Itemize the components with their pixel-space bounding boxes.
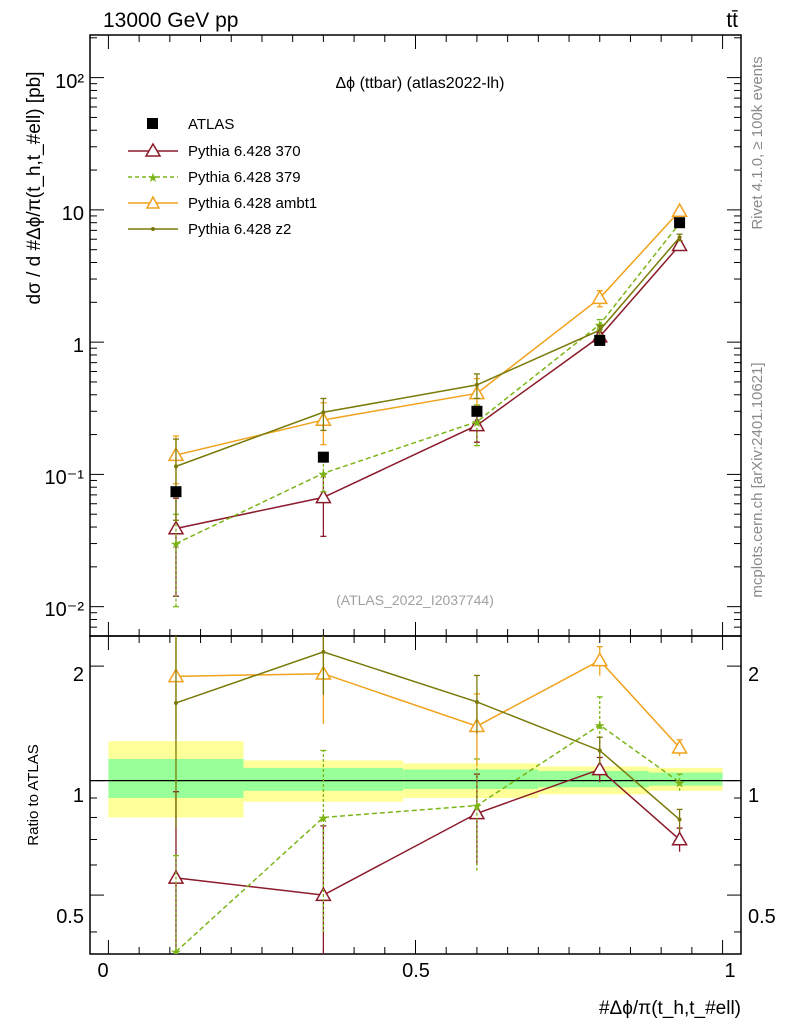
ratio-point-z2 — [677, 817, 682, 822]
legend-marker-379: ★ — [147, 170, 159, 185]
ratio-line-379 — [175, 724, 681, 953]
ratio-series-layer: ★ ★ ★ ★ ★ — [167, 636, 688, 960]
ratio-point-370 — [671, 831, 688, 846]
series-line-370 — [175, 244, 681, 530]
point-379: ★ — [594, 317, 606, 332]
ratio-point-379: ★ — [318, 810, 330, 825]
ratio-point-z2 — [597, 748, 602, 753]
ratio-tick-label-1-right: 1 — [748, 785, 759, 807]
point-370 — [671, 236, 688, 252]
point-z2 — [173, 464, 178, 469]
ratio-point-ambt1 — [591, 651, 609, 667]
ratio-bands — [90, 741, 741, 818]
ratio-point-370 — [591, 760, 609, 776]
main-panel: ★ ★ ★ ★ ★ 10² 10 1 10⁻¹ 10⁻² Δϕ (ttbar) (atl… — [24, 34, 742, 637]
point-z2 — [597, 328, 602, 333]
point-379: ★ — [170, 537, 182, 552]
main-y-ticks — [90, 35, 741, 637]
ratio-y-axis-label: Ratio to ATLAS — [25, 744, 42, 845]
legend: ATLAS Pythia 6.428 370 ★ Pythia 6.428 37… — [128, 116, 317, 238]
ratio-point-z2 — [474, 699, 479, 704]
ratio-band-inner — [648, 772, 723, 786]
legend-label-379: Pythia 6.428 379 — [188, 169, 301, 186]
ratio-point-379: ★ — [594, 718, 606, 733]
y-tick-label-0.1: 10⁻¹ — [45, 467, 85, 489]
ratio-tick-label-0.5-left: 0.5 — [56, 906, 84, 928]
legend-marker-z2 — [151, 227, 155, 231]
ratio-band-inner — [403, 769, 539, 790]
ratio-point-z2 — [173, 700, 178, 705]
legend-marker-ambt1 — [145, 195, 161, 209]
y-tick-label-0.01: 10⁻² — [45, 599, 85, 621]
ratio-tick-label-2-left: 2 — [73, 664, 84, 686]
header-right: tt̄ — [726, 9, 738, 32]
ratio-tick-label-1-left: 1 — [73, 785, 84, 807]
side-label-bottom: mcplots.cern.ch [arXiv:2401.10621] — [749, 362, 766, 597]
point-atlas — [471, 405, 483, 417]
point-z2 — [677, 235, 682, 240]
series-line-z2 — [175, 236, 681, 468]
legend-label-ambt1: Pythia 6.428 ambt1 — [188, 195, 317, 212]
ratio-tick-label-2-right: 2 — [748, 664, 759, 686]
point-370 — [315, 488, 332, 504]
y-axis-label: dσ / d #Δϕ/π(t_h,t_#ell) [pb] — [24, 71, 45, 304]
ratio-point-z2 — [321, 649, 326, 654]
side-label-top: Rivet 4.1.0, ≥ 100k events — [749, 56, 766, 229]
point-atlas — [170, 486, 182, 498]
ratio-point-379: ★ — [471, 799, 483, 814]
point-ambt1 — [591, 289, 609, 305]
main-series-layer: ★★★★★ — [167, 202, 688, 608]
ratio-point-ambt1 — [671, 739, 688, 754]
point-z2 — [474, 382, 479, 387]
point-atlas — [317, 451, 329, 463]
point-atlas — [674, 217, 686, 229]
point-ambt1 — [671, 202, 688, 218]
header-left: 13000 GeV pp — [103, 9, 238, 32]
point-atlas — [594, 334, 606, 346]
legend-marker-atlas — [147, 118, 158, 129]
y-tick-label-10: 10 — [62, 203, 84, 225]
ratio-point-379: ★ — [170, 945, 182, 960]
x-tick-label-1: 1 — [724, 960, 735, 982]
legend-label-atlas: ATLAS — [188, 116, 234, 133]
ratio-panel: ★ ★ ★ ★ ★ 2 1 0.5 2 1 0.5 Ratio to ATLAS 0 0… — [25, 635, 776, 1019]
ratio-ticks — [90, 636, 741, 954]
chart-title: Δϕ (ttbar) (atlas2022-lh) — [335, 75, 504, 92]
watermark: (ATLAS_2022_I2037744) — [336, 592, 494, 608]
point-379: ★ — [318, 466, 330, 481]
x-tick-label-0: 0 — [97, 960, 108, 982]
ratio-line-ambt1 — [175, 659, 681, 749]
legend-label-z2: Pythia 6.428 z2 — [188, 221, 291, 238]
point-379: ★ — [471, 415, 483, 430]
point-z2 — [321, 410, 326, 415]
y-tick-label-100: 10² — [55, 71, 84, 93]
ratio-tick-label-0.5-right: 0.5 — [748, 906, 776, 928]
series-line-379 — [175, 222, 681, 545]
ratio-point-379: ★ — [674, 775, 686, 790]
y-tick-label-1: 1 — [73, 335, 84, 357]
legend-label-370: Pythia 6.428 370 — [188, 143, 301, 160]
legend-marker-370 — [144, 142, 162, 157]
series-line-ambt1 — [175, 210, 681, 456]
x-tick-label-0.5: 0.5 — [402, 960, 430, 982]
ratio-band-inner — [538, 770, 649, 788]
x-axis-label: #Δϕ/π(t_h,t_#ell) — [599, 998, 741, 1019]
